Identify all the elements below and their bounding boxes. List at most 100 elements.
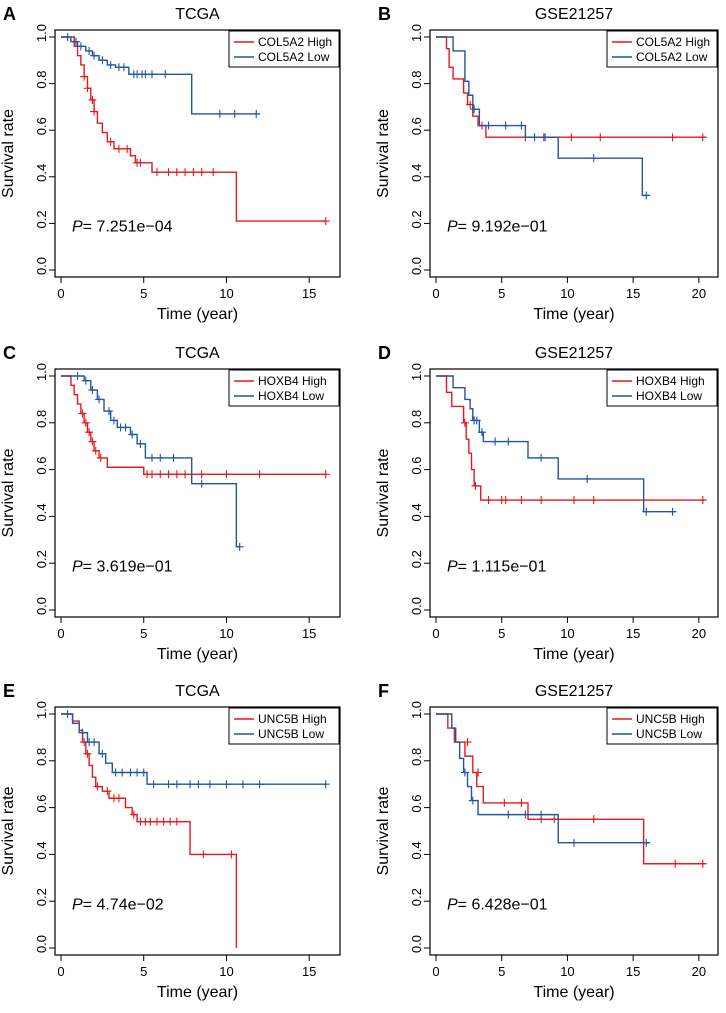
- censor-mark-low: [541, 133, 550, 142]
- survival-curve-high: [61, 36, 326, 222]
- censor-mark-low: [186, 780, 195, 789]
- panel-letter: B: [378, 4, 391, 24]
- censor-mark-low: [470, 105, 479, 114]
- y-tick-label: 0.4: [34, 841, 49, 859]
- censor-mark-low: [230, 109, 239, 118]
- p-value: = 6.428e−01: [458, 896, 548, 913]
- y-tick-label: 0.8: [409, 410, 424, 428]
- censor-mark-high: [85, 428, 94, 437]
- censor-mark-high: [668, 133, 677, 142]
- censor-mark-high: [537, 496, 546, 505]
- panel-C: C TCGA 0.0 0.2 0.4 0.6 0.8 1.0 0 5 10 15 Time (year)…: [0, 343, 341, 663]
- x-tick-label: 15: [302, 626, 316, 641]
- x-tick-label: 0: [57, 964, 64, 979]
- censor-mark-high: [589, 815, 598, 824]
- x-axis-label: Time (year): [533, 646, 614, 663]
- censor-mark-low: [88, 386, 97, 395]
- p-symbol: P: [72, 558, 83, 575]
- censor-mark-low: [642, 507, 651, 516]
- legend-label: HOXB4 Low: [636, 389, 702, 403]
- panel-letter: D: [378, 343, 391, 363]
- x-tick-label: 10: [219, 286, 233, 301]
- x-tick-label: 5: [498, 964, 505, 979]
- censor-mark-high: [460, 418, 469, 427]
- censor-mark-low: [95, 395, 104, 404]
- censor-mark-low: [255, 780, 264, 789]
- censor-mark-high: [90, 107, 99, 116]
- censor-mark-low: [98, 749, 107, 758]
- panel-A: A TCGA 0.0 0.2 0.4 0.6 0.8 1.0 0 5 10 15 Time (year)…: [0, 4, 341, 323]
- y-tick-label: 1.0: [34, 363, 49, 381]
- x-tick-label: 10: [560, 964, 574, 979]
- censor-mark-high: [550, 815, 559, 824]
- censor-mark-low: [148, 453, 156, 462]
- plot-frame: [429, 706, 719, 956]
- censor-mark-low: [472, 416, 481, 425]
- p-symbol: P: [447, 896, 458, 913]
- censor-mark-low: [222, 780, 231, 789]
- x-tick-label: 10: [560, 626, 574, 641]
- censor-mark-high: [181, 168, 190, 177]
- x-tick-label: 15: [626, 286, 640, 301]
- censor-mark-low: [517, 121, 526, 130]
- chart-title: GSE21257: [535, 6, 613, 23]
- plot-frame: [429, 29, 719, 278]
- x-tick-label: 15: [626, 626, 640, 641]
- x-axis-label: Time (year): [157, 984, 238, 1001]
- legend-box: [606, 30, 718, 68]
- y-tick-label: 0.0: [409, 257, 424, 275]
- censor-mark-low: [136, 439, 145, 448]
- p-value-annotation: P= 9.192e−01: [447, 219, 548, 236]
- p-value-annotation: P= 1.115e−01: [447, 558, 546, 575]
- y-axis-label: Survival rate: [0, 109, 17, 198]
- x-tick-label: 15: [302, 286, 316, 301]
- censor-mark-low: [642, 838, 651, 847]
- x-tick-label: 10: [560, 286, 574, 301]
- censor-mark-high: [78, 409, 87, 418]
- censor-mark-low: [537, 453, 546, 462]
- censor-mark-low: [81, 376, 90, 385]
- p-value-annotation: P= 7.251e−04: [72, 219, 173, 236]
- y-axis-label: Survival rate: [375, 448, 392, 537]
- panel-letter: A: [3, 4, 16, 24]
- y-axis-label: Survival rate: [375, 109, 392, 198]
- y-tick-label: 0.6: [34, 117, 49, 135]
- censor-mark-high: [199, 850, 208, 859]
- censor-mark-high: [114, 794, 123, 803]
- censor-mark-low: [118, 768, 127, 777]
- censor-mark-low: [73, 372, 82, 380]
- censor-mark-high: [209, 168, 218, 177]
- legend-label: UNC5B Low: [636, 727, 702, 741]
- censor-mark-high: [96, 453, 105, 462]
- censor-mark-low: [109, 416, 118, 425]
- censor-mark-high: [698, 133, 707, 142]
- y-tick-label: 0.2: [34, 210, 49, 228]
- censor-mark-high: [83, 749, 92, 758]
- legend-box: [228, 30, 340, 68]
- censor-mark-high: [189, 168, 198, 177]
- censor-mark-high: [463, 738, 472, 747]
- y-tick-label: 1.0: [409, 24, 424, 42]
- censor-mark-high: [698, 496, 707, 505]
- censor-mark-low: [239, 780, 247, 789]
- censor-mark-low: [460, 768, 469, 777]
- censor-mark-high: [484, 496, 493, 505]
- x-tick-label: 5: [140, 286, 147, 301]
- censor-mark-low: [504, 437, 513, 446]
- legend-label: HOXB4 High: [636, 374, 705, 388]
- panel-B: B GSE21257 0.0 0.2 0.4 0.6 0.8 1.0 0 5 10 15 20 Time …: [375, 4, 719, 323]
- survival-curve-low: [61, 375, 240, 548]
- censor-mark-low: [530, 133, 539, 142]
- censor-mark-low: [76, 42, 85, 51]
- plot-frame: [429, 368, 719, 618]
- censor-mark-low: [156, 453, 165, 462]
- legend-box: [606, 707, 718, 745]
- censor-mark-high: [567, 133, 576, 142]
- censor-mark-high: [164, 470, 173, 479]
- censor-mark-low: [85, 46, 94, 55]
- y-tick-label: 0.2: [34, 550, 49, 568]
